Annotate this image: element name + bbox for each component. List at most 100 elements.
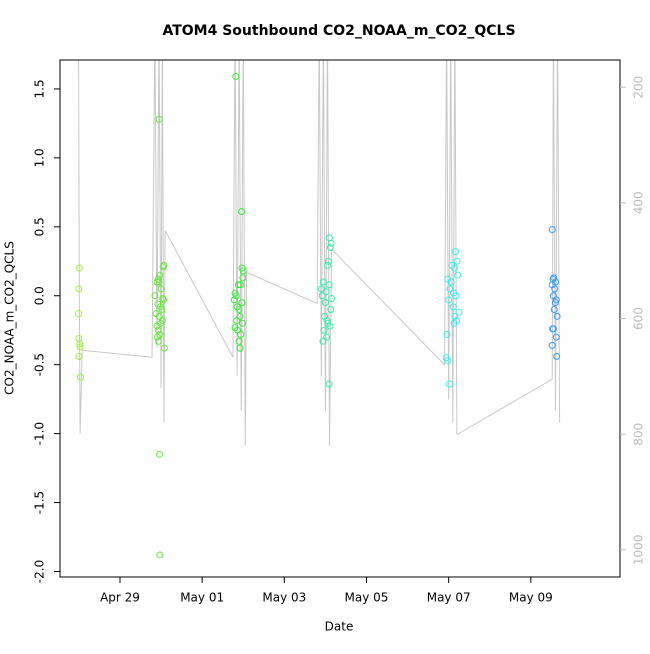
point [455, 308, 463, 316]
point [232, 292, 240, 300]
point [452, 292, 460, 300]
point [451, 312, 459, 320]
point [327, 306, 335, 314]
point [75, 285, 83, 293]
point [548, 226, 556, 234]
point [319, 278, 327, 286]
x-tick-label: May 05 [345, 591, 389, 605]
point [453, 257, 461, 265]
point [153, 278, 161, 286]
y-tick-label: -1.5 [33, 491, 47, 514]
point [443, 330, 451, 338]
point [548, 341, 556, 349]
point [75, 352, 83, 360]
point [234, 281, 242, 289]
y-tick-label: -0.5 [33, 353, 47, 376]
point [238, 299, 246, 307]
x-axis-title: Date [325, 620, 354, 634]
point [450, 319, 458, 327]
pressure-line [78, 60, 561, 446]
point [160, 296, 168, 304]
point [159, 263, 167, 271]
point [444, 357, 452, 365]
x-tick-label: May 07 [427, 591, 471, 605]
point [230, 296, 238, 304]
point [552, 296, 560, 304]
point [159, 295, 167, 303]
point [328, 295, 336, 303]
y-tick-label: 0.0 [33, 286, 47, 305]
point [75, 264, 83, 272]
point [450, 264, 458, 272]
point [153, 322, 161, 330]
point [155, 115, 163, 123]
point [325, 380, 333, 388]
y-tick-label: 1.5 [33, 79, 47, 98]
point [155, 450, 163, 458]
point [232, 73, 240, 81]
chart-title: ATOM4 Southbound CO2_NOAA_m_CO2_QCLS [162, 23, 515, 39]
point [237, 330, 245, 338]
point [550, 306, 558, 314]
point [326, 322, 334, 330]
x-tick-label: Apr 29 [100, 591, 140, 605]
point [238, 319, 246, 327]
point [238, 208, 246, 216]
point [235, 337, 243, 345]
y-axis-title: CO2_NOAA_m_CO2_QCLS [3, 241, 17, 395]
point [153, 333, 161, 341]
point [320, 326, 328, 334]
point [449, 303, 457, 311]
y2-tick-label: 800 [632, 423, 646, 446]
y-tick-label: -1.0 [33, 422, 47, 445]
y2-tick-label: 400 [632, 191, 646, 214]
point [235, 306, 243, 314]
point [77, 373, 85, 381]
point [553, 352, 561, 360]
point [445, 296, 453, 304]
point [551, 299, 559, 307]
point [323, 261, 331, 269]
point [321, 299, 329, 307]
point [549, 325, 557, 333]
point [74, 310, 82, 318]
point [551, 285, 559, 293]
point [326, 243, 334, 251]
point [157, 285, 165, 293]
x-tick-label: May 09 [509, 591, 553, 605]
point [239, 267, 247, 275]
y2-tick-label: 200 [632, 76, 646, 99]
point [160, 261, 168, 269]
point [454, 271, 462, 279]
point [239, 274, 247, 282]
point [553, 312, 561, 320]
point [447, 278, 455, 286]
y2-tick-label: 600 [632, 307, 646, 330]
point [76, 340, 84, 348]
point [446, 285, 454, 293]
point [452, 248, 460, 256]
point [155, 337, 163, 345]
point [552, 333, 560, 341]
point [319, 337, 327, 345]
point [550, 274, 558, 282]
y-tick-label: 0.5 [33, 217, 47, 236]
point [318, 292, 326, 300]
point [325, 281, 333, 289]
x-tick-label: May 03 [262, 591, 306, 605]
point [323, 333, 331, 341]
point [154, 326, 162, 334]
point [151, 292, 159, 300]
point [327, 239, 335, 247]
y-tick-label: 1.0 [33, 148, 47, 167]
point [236, 281, 244, 289]
point [322, 288, 330, 296]
x-tick-label: May 01 [180, 591, 224, 605]
point [156, 551, 164, 559]
point [76, 343, 84, 351]
point [323, 317, 331, 325]
point [233, 317, 241, 325]
point [156, 271, 164, 279]
point [155, 278, 163, 286]
